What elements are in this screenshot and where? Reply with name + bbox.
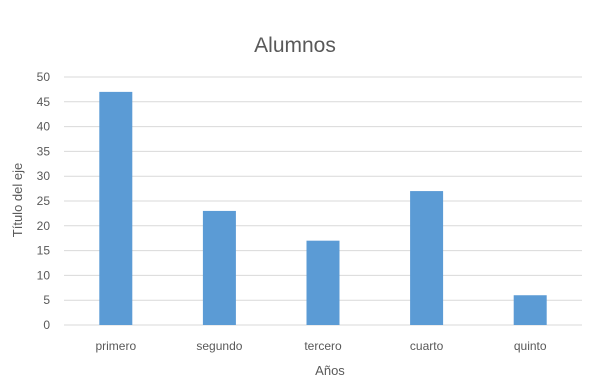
bars [99, 91, 547, 325]
chart-title: Alumnos [254, 34, 336, 57]
y-tick-label: 0 [43, 318, 50, 332]
x-tick-label: cuarto [410, 339, 444, 353]
x-tick-label: primero [95, 339, 136, 353]
bar-segundo [202, 210, 236, 325]
bar-primero [99, 91, 133, 325]
y-tick-label: 5 [43, 293, 50, 307]
x-tick-label: quinto [514, 339, 547, 353]
y-tick-label: 25 [37, 194, 51, 208]
y-tick-label: 45 [37, 95, 51, 109]
y-tick-label: 10 [37, 268, 51, 282]
y-tick-label: 20 [37, 219, 51, 233]
bar-cuarto [410, 191, 444, 325]
x-axis-ticks: primero segundo tercero cuarto quinto [95, 339, 546, 353]
bar-quinto [513, 295, 547, 325]
y-axis-title: Título del eje [10, 163, 25, 237]
bar-tercero [306, 240, 340, 325]
y-tick-label: 15 [37, 244, 51, 258]
y-axis-ticks: 0 5 10 15 20 25 30 35 40 45 50 [37, 70, 51, 332]
y-tick-label: 50 [37, 70, 51, 84]
x-tick-label: segundo [196, 339, 242, 353]
y-tick-label: 30 [37, 169, 51, 183]
gridlines [64, 76, 582, 326]
x-tick-label: tercero [304, 339, 342, 353]
x-axis-title: Años [315, 363, 345, 378]
y-tick-label: 35 [37, 144, 51, 158]
y-tick-label: 40 [37, 120, 51, 134]
